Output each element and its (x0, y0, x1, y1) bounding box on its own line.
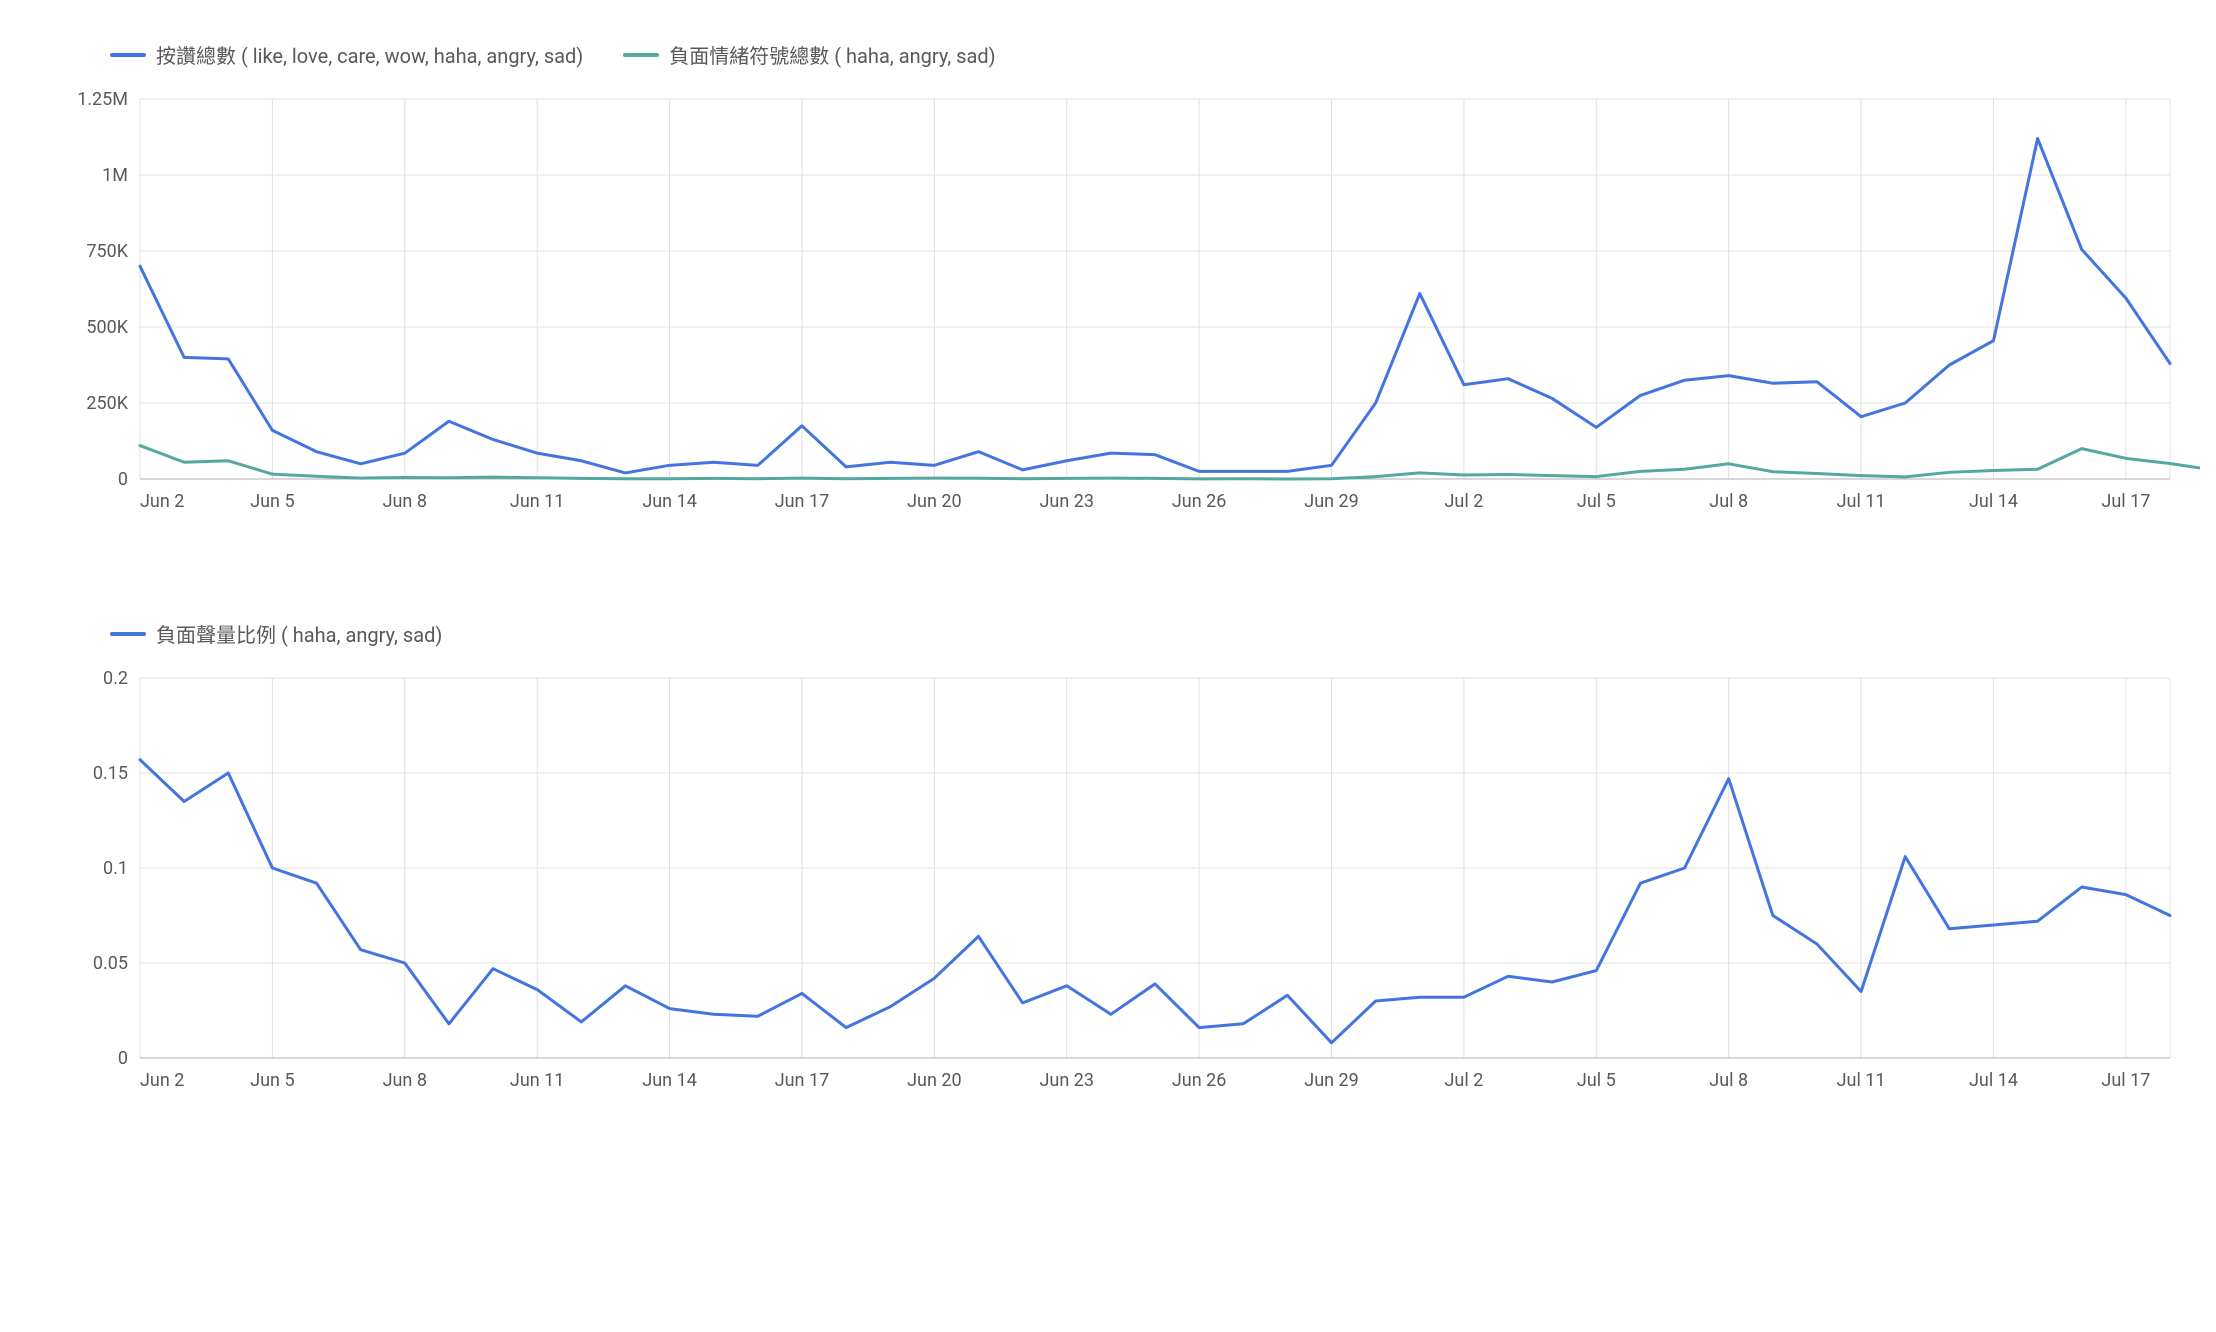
svg-text:Jul 2: Jul 2 (1445, 1070, 1484, 1091)
legend-label: 負面聲量比例 ( haha, angry, sad) (156, 619, 442, 648)
svg-text:Jun 11: Jun 11 (510, 491, 565, 512)
svg-text:0: 0 (118, 1048, 128, 1069)
svg-text:1M: 1M (102, 165, 128, 186)
svg-text:Jun 17: Jun 17 (775, 1070, 830, 1091)
svg-text:Jun 8: Jun 8 (383, 491, 427, 512)
svg-text:Jun 14: Jun 14 (642, 1070, 697, 1091)
svg-text:0.2: 0.2 (103, 668, 128, 689)
chart-bottom: 0 0.05 0.1 0.15 0.2 Jun 2 Jun 5 Jun 8 Jun 11 Jun … (40, 658, 2176, 1108)
svg-text:0: 0 (118, 469, 128, 490)
legend-swatch (623, 53, 659, 57)
svg-text:0.05: 0.05 (93, 953, 128, 974)
chart-bottom-block: 負面聲量比例 ( haha, angry, sad) 00.050.10.150… (40, 619, 2176, 1108)
svg-text:Jul 8: Jul 8 (1709, 491, 1748, 512)
svg-text:0.15: 0.15 (93, 763, 128, 784)
chart-top-legend: 按讚總數 ( like, love, care, wow, haha, angr… (110, 40, 2176, 69)
svg-text:Jul 17: Jul 17 (2101, 491, 2150, 512)
svg-text:0.1: 0.1 (103, 858, 128, 879)
svg-text:Jun 11: Jun 11 (510, 1070, 565, 1091)
svg-text:Jun 26: Jun 26 (1172, 491, 1227, 512)
chart-bottom-svg: 0 0.05 0.1 0.15 0.2 Jun 2 Jun 5 Jun 8 Jun 11 Jun … (40, 658, 2200, 1108)
chart-bottom-legend: 負面聲量比例 ( haha, angry, sad) (110, 619, 2176, 648)
svg-text:Jul 8: Jul 8 (1709, 1070, 1748, 1091)
svg-text:Jun 20: Jun 20 (907, 1070, 962, 1091)
svg-text:Jun 23: Jun 23 (1039, 1070, 1094, 1091)
svg-text:500K: 500K (86, 317, 128, 338)
legend-swatch (110, 632, 146, 636)
legend-item-negative-ratio: 負面聲量比例 ( haha, angry, sad) (110, 619, 442, 648)
chart-top-svg: 0 250K 500K 750K 1M 1.25M Jun 2 Jun 5 Jun 8 Jun 1… (40, 79, 2200, 529)
svg-text:Jun 8: Jun 8 (383, 1070, 427, 1091)
svg-text:250K: 250K (86, 393, 128, 414)
svg-text:Jun 26: Jun 26 (1172, 1070, 1227, 1091)
svg-text:Jun 29: Jun 29 (1304, 1070, 1359, 1091)
svg-text:Jul 17: Jul 17 (2101, 1070, 2150, 1091)
svg-text:Jul 11: Jul 11 (1837, 491, 1886, 512)
svg-text:Jul 11: Jul 11 (1837, 1070, 1886, 1091)
svg-text:Jul 14: Jul 14 (1969, 1070, 2018, 1091)
svg-text:Jun 20: Jun 20 (907, 491, 962, 512)
svg-text:Jun 23: Jun 23 (1039, 491, 1094, 512)
legend-item-negative-emoji: 負面情緒符號總數 ( haha, angry, sad) (623, 40, 995, 69)
svg-text:Jun 2: Jun 2 (140, 491, 184, 512)
svg-text:750K: 750K (86, 241, 128, 262)
legend-swatch (110, 53, 146, 57)
chart-top: 0 250K 500K 750K 1M 1.25M Jun 2 Jun 5 Jun 8 Jun 1… (40, 79, 2176, 529)
chart-top-block: 按讚總數 ( like, love, care, wow, haha, angr… (40, 40, 2176, 529)
legend-label: 按讚總數 ( like, love, care, wow, haha, angr… (156, 40, 583, 69)
svg-text:Jun 29: Jun 29 (1304, 491, 1359, 512)
svg-text:Jul 5: Jul 5 (1577, 491, 1616, 512)
svg-text:Jun 2: Jun 2 (140, 1070, 184, 1091)
svg-text:Jun 5: Jun 5 (250, 1070, 294, 1091)
svg-text:Jul 14: Jul 14 (1969, 491, 2018, 512)
svg-text:Jun 17: Jun 17 (775, 491, 830, 512)
svg-text:Jul 5: Jul 5 (1577, 1070, 1616, 1091)
legend-label: 負面情緒符號總數 ( haha, angry, sad) (669, 40, 995, 69)
svg-text:1.25M: 1.25M (77, 89, 128, 110)
legend-item-total-likes: 按讚總數 ( like, love, care, wow, haha, angr… (110, 40, 583, 69)
svg-text:Jun 5: Jun 5 (250, 491, 294, 512)
svg-text:Jun 14: Jun 14 (642, 491, 697, 512)
svg-text:Jul 2: Jul 2 (1445, 491, 1484, 512)
